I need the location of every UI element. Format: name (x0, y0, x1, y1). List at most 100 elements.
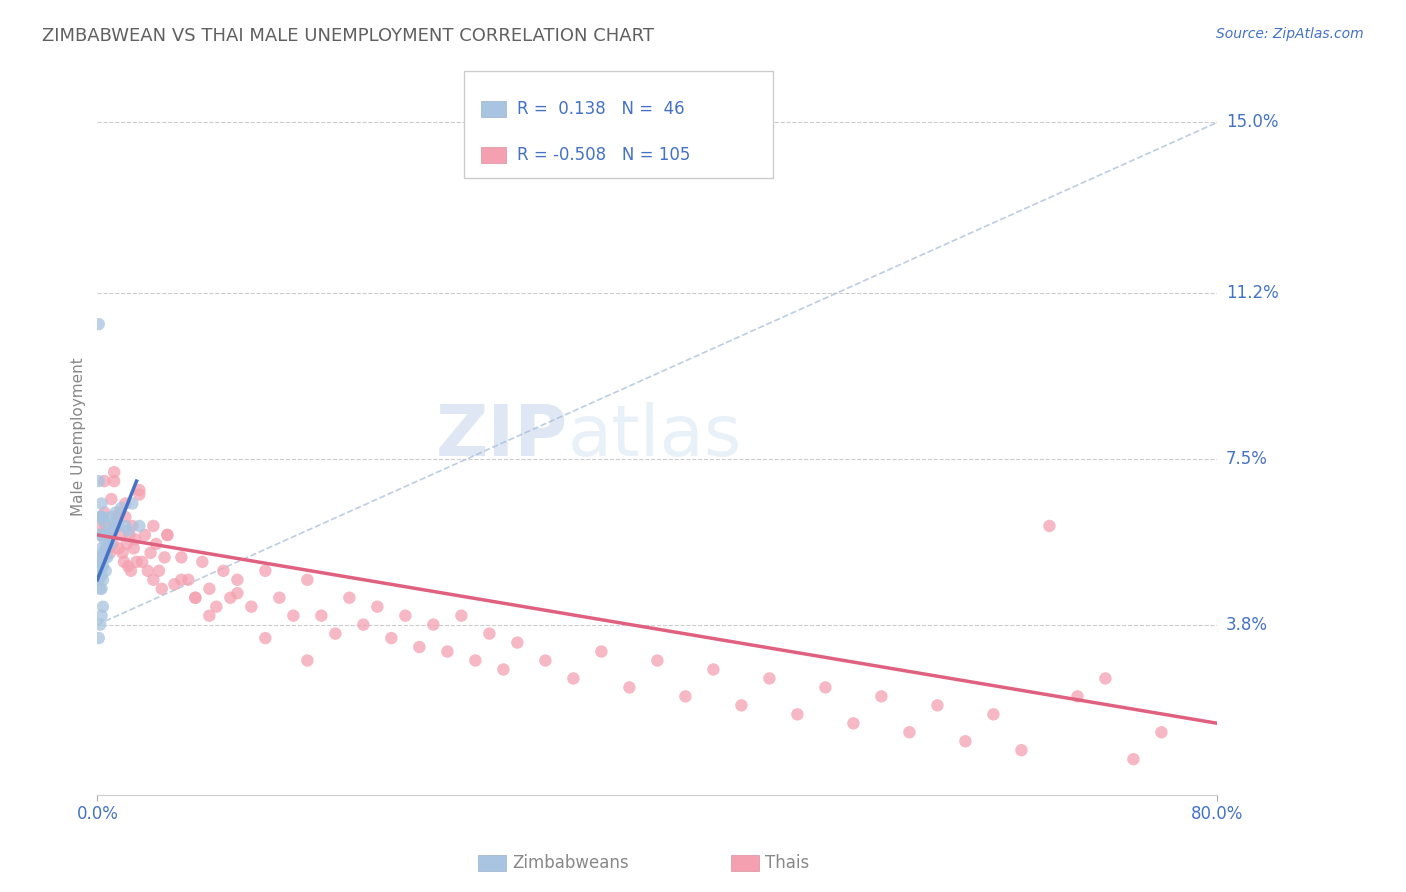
Point (93, 550, 115, 565)
Point (117, 524, 139, 538)
Point (408, 640, 430, 654)
Point (89, 582, 111, 596)
Point (108, 506, 131, 520)
Point (240, 599, 263, 614)
Point (191, 555, 214, 569)
Point (156, 528, 179, 542)
Point (107, 519, 129, 533)
Point (114, 510, 136, 524)
Point (94, 519, 117, 533)
Point (198, 608, 221, 623)
Point (254, 631, 277, 645)
Point (786, 707, 808, 722)
Point (352, 617, 374, 632)
Point (758, 672, 780, 686)
Point (87, 555, 110, 569)
Point (93, 515, 115, 529)
Point (91, 559, 114, 574)
Point (104, 519, 127, 533)
Point (814, 681, 837, 695)
Point (101, 537, 124, 551)
Point (311, 608, 333, 623)
Point (94, 564, 117, 578)
Point (297, 573, 319, 587)
Point (87, 317, 110, 331)
Text: 3.8%: 3.8% (1226, 615, 1268, 633)
Point (115, 537, 138, 551)
Point (156, 528, 179, 542)
Point (96, 550, 118, 565)
Point (93, 474, 115, 488)
Point (142, 519, 165, 533)
Point (647, 653, 669, 667)
Point (955, 734, 977, 748)
Text: atlas: atlas (568, 401, 742, 471)
Point (89, 528, 111, 542)
Point (898, 725, 921, 739)
Point (128, 487, 150, 501)
Point (730, 698, 752, 713)
Point (478, 626, 501, 640)
Point (492, 663, 515, 677)
Point (90, 510, 112, 524)
Point (90, 528, 112, 542)
Point (366, 599, 388, 614)
Point (139, 546, 162, 560)
Point (90, 582, 112, 596)
Point (111, 546, 134, 560)
Point (184, 591, 207, 605)
Point (90, 496, 112, 510)
Point (450, 608, 472, 623)
Point (121, 496, 143, 510)
Point (89, 510, 111, 524)
Text: R =  0.138   N =  46: R = 0.138 N = 46 (517, 100, 685, 118)
Point (1038, 519, 1060, 533)
Point (436, 644, 458, 658)
Point (142, 573, 165, 587)
Point (96, 541, 118, 556)
Point (591, 644, 613, 658)
Point (337, 591, 360, 605)
Point (90, 550, 112, 565)
Point (177, 573, 200, 587)
Point (91, 546, 114, 560)
Point (128, 519, 150, 533)
Point (91, 573, 114, 587)
Point (212, 564, 235, 578)
Point (983, 707, 1005, 722)
Point (170, 550, 193, 565)
Point (110, 501, 132, 516)
Point (107, 541, 129, 556)
Point (93, 533, 115, 547)
Point (87, 474, 110, 488)
Point (100, 491, 122, 506)
Text: Thais: Thais (765, 854, 808, 871)
Point (297, 653, 319, 667)
Point (136, 564, 159, 578)
Text: 15.0%: 15.0% (1226, 113, 1278, 131)
Point (1066, 690, 1088, 704)
Point (562, 672, 585, 686)
Y-axis label: Male Unemployment: Male Unemployment (72, 357, 86, 516)
Point (105, 510, 128, 524)
Point (87, 631, 110, 645)
Point (96, 533, 118, 547)
Point (93, 506, 115, 520)
Point (145, 537, 167, 551)
Text: ZIMBABWEAN VS THAI MALE UNEMPLOYMENT CORRELATION CHART: ZIMBABWEAN VS THAI MALE UNEMPLOYMENT COR… (42, 27, 654, 45)
Point (170, 573, 193, 587)
Point (1094, 672, 1116, 686)
Point (619, 681, 641, 695)
Point (87, 573, 110, 587)
Point (87, 519, 110, 533)
Point (103, 515, 125, 529)
Point (1010, 743, 1032, 757)
Point (97, 528, 120, 542)
Point (94, 528, 117, 542)
Point (97, 541, 120, 556)
Point (380, 631, 402, 645)
Point (118, 528, 141, 542)
Point (91, 528, 114, 542)
Point (91, 528, 114, 542)
Text: 7.5%: 7.5% (1226, 450, 1268, 467)
